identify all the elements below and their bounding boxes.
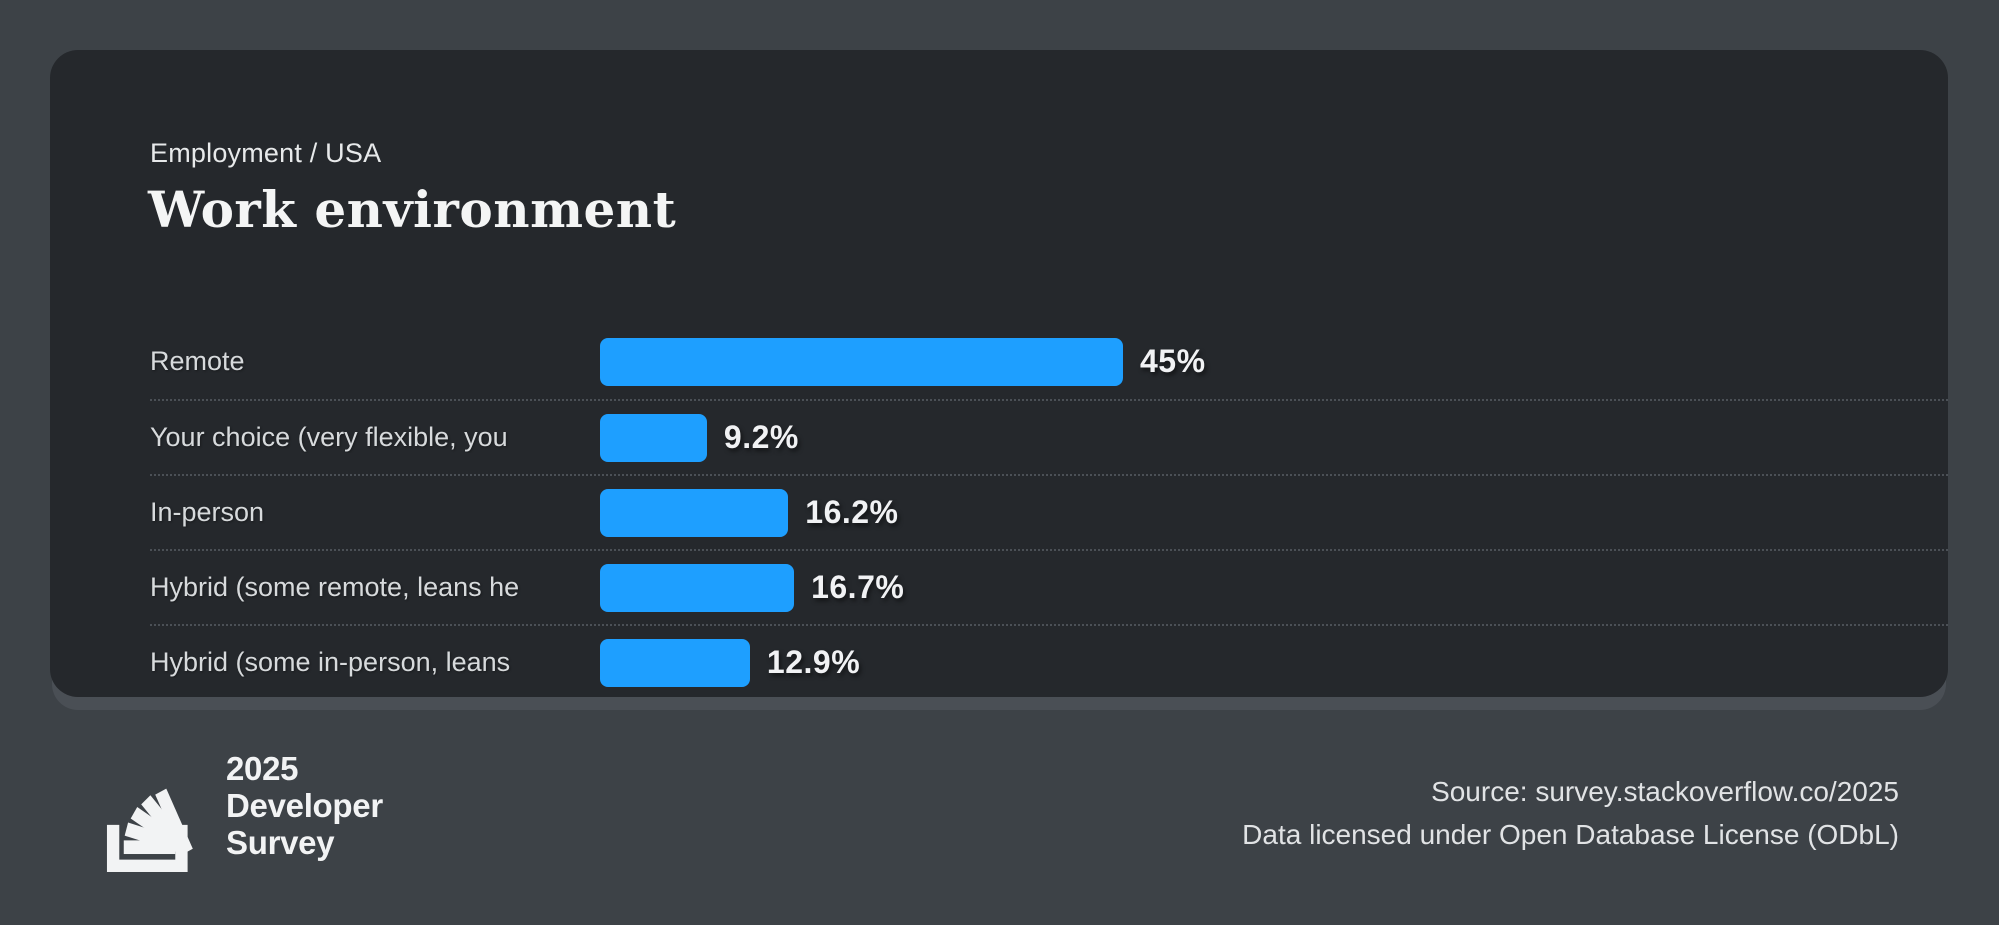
row-bar xyxy=(600,563,795,612)
breadcrumb: Employment / USA xyxy=(150,138,382,168)
chart-row: Remote 45% xyxy=(150,324,1948,399)
chart-row: Hybrid (some remote, leans he 16.7% xyxy=(150,549,1948,624)
row-bar xyxy=(600,638,750,687)
row-value: 12.9% xyxy=(766,644,861,680)
row-label: Hybrid (some in-person, leans xyxy=(150,647,511,677)
row-bar-track: 12.9% xyxy=(600,638,1948,687)
row-label: Your choice (very flexible, you xyxy=(150,422,508,452)
row-bar xyxy=(600,337,1123,386)
chart-row: In-person 16.2% xyxy=(150,474,1948,549)
row-bar-track: 45% xyxy=(600,337,1948,386)
row-bar-track: 16.7% xyxy=(600,563,1948,612)
stackoverflow-logo-icon xyxy=(106,788,193,872)
logo-line-year: 2025 xyxy=(226,750,299,787)
chart-row: Your choice (very flexible, you 9.2% xyxy=(150,399,1948,474)
page-title: Work environment xyxy=(148,180,677,239)
logo-wordmark: 2025 Developer Survey xyxy=(226,748,383,861)
source-attribution: Source: survey.stackoverflow.co/2025 Dat… xyxy=(1242,770,1899,856)
row-value: 16.2% xyxy=(805,494,899,530)
row-label: In-person xyxy=(150,497,265,527)
row-value: 9.2% xyxy=(723,419,799,455)
row-label: Hybrid (some remote, leans he xyxy=(150,572,520,602)
row-bar-track: 16.2% xyxy=(600,488,1948,537)
logo-line-survey: Survey xyxy=(226,824,335,861)
row-bar xyxy=(600,413,707,462)
row-bar xyxy=(600,488,789,537)
chart-row: Hybrid (some in-person, leans 12.9% xyxy=(150,624,1948,699)
source-license: Data licensed under Open Database Licens… xyxy=(1242,819,1899,850)
row-label: Remote xyxy=(150,346,245,376)
row-value: 16.7% xyxy=(811,569,905,605)
logo-line-developer: Developer xyxy=(226,787,383,824)
chart-card: Employment / USA Work environment Remote… xyxy=(50,50,1948,697)
source-url: Source: survey.stackoverflow.co/2025 xyxy=(1431,776,1899,807)
row-value: 45% xyxy=(1140,343,1206,379)
footer-logo: 2025 Developer Survey xyxy=(98,748,383,872)
bar-chart: Remote 45% Your choice (very flexible, y… xyxy=(150,324,1948,699)
row-bar-track: 9.2% xyxy=(600,413,1948,462)
